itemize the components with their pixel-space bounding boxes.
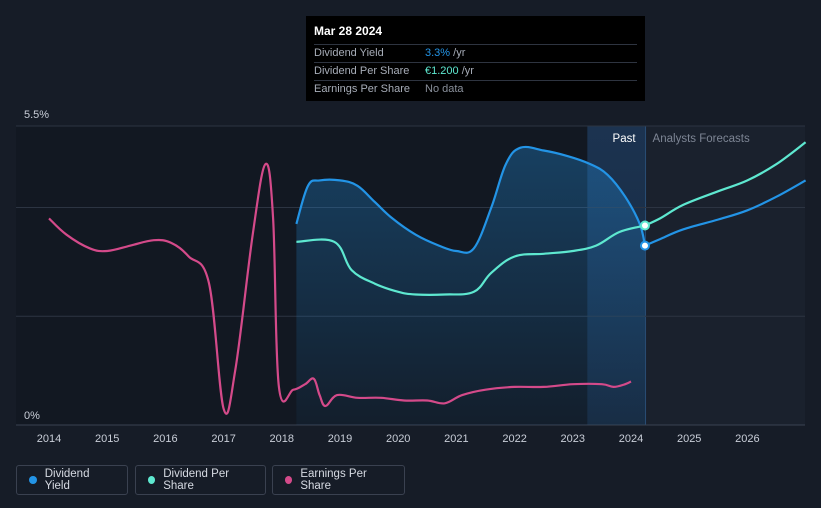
tooltip-value: 3.3% xyxy=(425,47,451,59)
x-tick-label: 2018 xyxy=(270,433,294,445)
legend-label: Earnings Per Share xyxy=(300,468,367,492)
legend-dot-icon xyxy=(285,476,293,484)
legend-dividend-per-share[interactable]: Dividend Per Share xyxy=(135,465,266,495)
y-tick-label: 0% xyxy=(24,410,40,422)
x-tick-label: 2015 xyxy=(95,433,119,445)
legend-dot-icon xyxy=(148,476,156,484)
tooltip-label: Dividend Yield xyxy=(314,47,384,59)
x-tick-label: 2023 xyxy=(561,433,585,445)
legend-label: Dividend Yield xyxy=(44,468,90,492)
dividend-yield-area xyxy=(296,146,645,425)
tooltip-label: Dividend Per Share xyxy=(314,65,410,77)
past-label: Past xyxy=(613,133,637,145)
dividend-yield-line xyxy=(295,145,647,254)
tooltip-value: €1.200 xyxy=(425,65,459,77)
earnings-per-share-line xyxy=(48,162,632,415)
dividend-per-share-forecast-line xyxy=(644,141,807,227)
tooltip-unit: /yr xyxy=(458,65,474,77)
x-tick-label: 2020 xyxy=(386,433,410,445)
dividend-per-share-line xyxy=(296,224,646,296)
tooltip-date: Mar 28 2024 xyxy=(314,24,383,38)
x-tick-label: 2021 xyxy=(444,433,468,445)
x-tick-label: 2016 xyxy=(153,433,177,445)
x-tick-label: 2014 xyxy=(37,433,61,445)
tooltip-value: No data xyxy=(425,83,464,95)
legend-dividend-yield[interactable]: Dividend Yield xyxy=(16,465,128,495)
tooltip-row-earnings-per-share: Earnings Per Share No data xyxy=(314,80,637,98)
forecast-label: Analysts Forecasts xyxy=(653,133,750,145)
dividend-yield-forecast-line xyxy=(644,179,807,247)
x-tick-label: 2017 xyxy=(211,433,235,445)
x-tick-label: 2024 xyxy=(619,433,643,445)
legend-earnings-per-share[interactable]: Earnings Per Share xyxy=(272,465,405,495)
x-tick-label: 2025 xyxy=(677,433,701,445)
y-tick-label: 5.5% xyxy=(24,109,49,121)
hover-tooltip: Mar 28 2024 Dividend Yield 3.3% /yr Divi… xyxy=(306,16,645,101)
x-tick-label: 2026 xyxy=(735,433,759,445)
tooltip-unit: /yr xyxy=(450,47,466,59)
forecast-region xyxy=(644,126,805,425)
x-tick-label: 2019 xyxy=(328,433,352,445)
legend-label: Dividend Per Share xyxy=(163,468,230,492)
x-tick-label: 2022 xyxy=(502,433,526,445)
tooltip-row-dividend-per-share: Dividend Per Share €1.200 /yr xyxy=(314,62,637,80)
tooltip-row-dividend-yield: Dividend Yield 3.3% /yr xyxy=(314,44,637,62)
dividend-yield-marker xyxy=(639,240,650,251)
legend-dot-icon xyxy=(29,476,37,484)
dividend-per-share-marker xyxy=(639,220,650,231)
tooltip-label: Earnings Per Share xyxy=(314,83,410,95)
